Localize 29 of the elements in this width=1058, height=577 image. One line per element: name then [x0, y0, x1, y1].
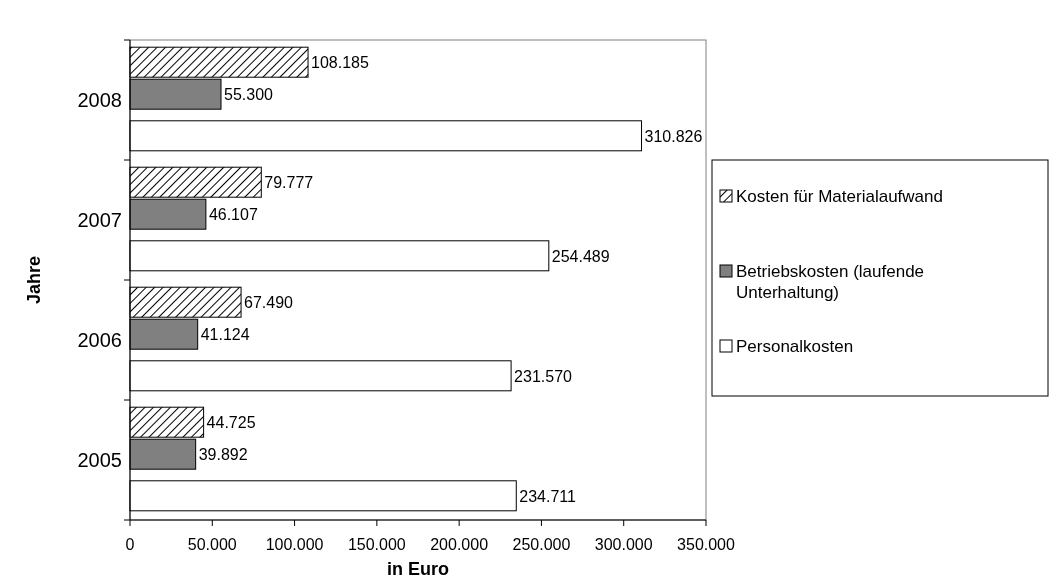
legend-label: Betriebskosten (laufende Unterhaltung): [736, 262, 925, 302]
y-tick-label: 2007: [77, 209, 122, 231]
x-tick-label: 200.000: [430, 536, 489, 553]
x-tick-label: 0: [125, 536, 135, 553]
y-tick-label: 2008: [77, 89, 122, 111]
x-tick-label: 150.000: [347, 536, 406, 553]
data-label: 234.711: [519, 487, 577, 505]
x-axis-title: in Euro: [387, 559, 449, 577]
y-axis-title: Jahre: [24, 255, 44, 305]
x-tick-label: 50.000: [187, 536, 237, 553]
data-label: 55.300: [224, 86, 274, 104]
data-label: 67.490: [244, 294, 294, 312]
data-label: 46.107: [208, 206, 258, 224]
data-label: 231.570: [514, 367, 573, 385]
data-label: 41.124: [200, 326, 250, 344]
legend-label: Kosten für Materialaufwand: [736, 187, 943, 206]
legend-label: Personalkosten: [736, 337, 854, 356]
x-tick-label: 100.000: [265, 536, 324, 553]
y-tick-label: 2005: [77, 449, 122, 471]
x-tick-label: 250.000: [512, 536, 571, 553]
y-tick-label: 2006: [77, 329, 122, 351]
data-label: 39.892: [198, 446, 248, 464]
data-label: 44.725: [206, 414, 256, 432]
data-label: 254.489: [551, 247, 610, 265]
data-label: 310.826: [644, 127, 703, 145]
x-tick-label: 350.000: [677, 536, 736, 553]
data-label: 79.777: [264, 174, 314, 192]
data-label: 108.185: [311, 54, 369, 72]
x-tick-label: 300.000: [594, 536, 653, 553]
